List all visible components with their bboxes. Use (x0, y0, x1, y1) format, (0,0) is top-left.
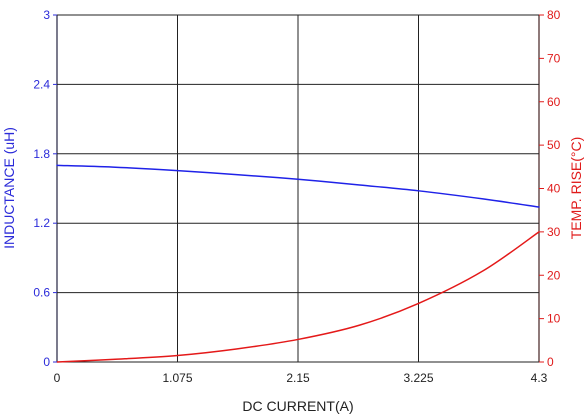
grid (56, 14, 540, 363)
y-axis-title-left: INDUCTANCE (uH) (1, 127, 17, 249)
x-tick-label: 1.075 (162, 371, 192, 385)
y-right-tick-label: 0 (547, 355, 554, 369)
x-tick-label: 0 (54, 371, 61, 385)
y-right-tick-label: 40 (547, 182, 561, 196)
y-axis-title-right: TEMP. RISE(°C) (568, 137, 584, 240)
y-right-tick-label: 20 (547, 268, 561, 282)
y-right-tick-label: 60 (547, 95, 561, 109)
y-right-tick-label: 30 (547, 225, 561, 239)
y-left-tick-label: 1.2 (33, 216, 50, 230)
temp-rise-line (56, 231, 540, 363)
y-left-tick-label: 2.4 (33, 77, 50, 91)
y-left-tick-label: 3 (43, 8, 50, 22)
inductance-line (56, 164, 540, 208)
y-left-tick-label: 0 (43, 355, 50, 369)
x-tick-label: 3.225 (403, 371, 433, 385)
series-lines (56, 164, 540, 363)
y-right-tick-label: 70 (547, 51, 561, 65)
x-tick-label: 4.3 (531, 371, 548, 385)
y-left-tick-label: 1.8 (33, 147, 50, 161)
y-right-tick-label: 50 (547, 138, 561, 152)
x-axis-title: DC CURRENT(A) (242, 398, 353, 414)
x-tick-label: 2.15 (286, 371, 310, 385)
y-right-tick-label: 10 (547, 312, 561, 326)
y-right-tick-label: 80 (547, 8, 561, 22)
y-left-tick-label: 0.6 (33, 286, 50, 300)
